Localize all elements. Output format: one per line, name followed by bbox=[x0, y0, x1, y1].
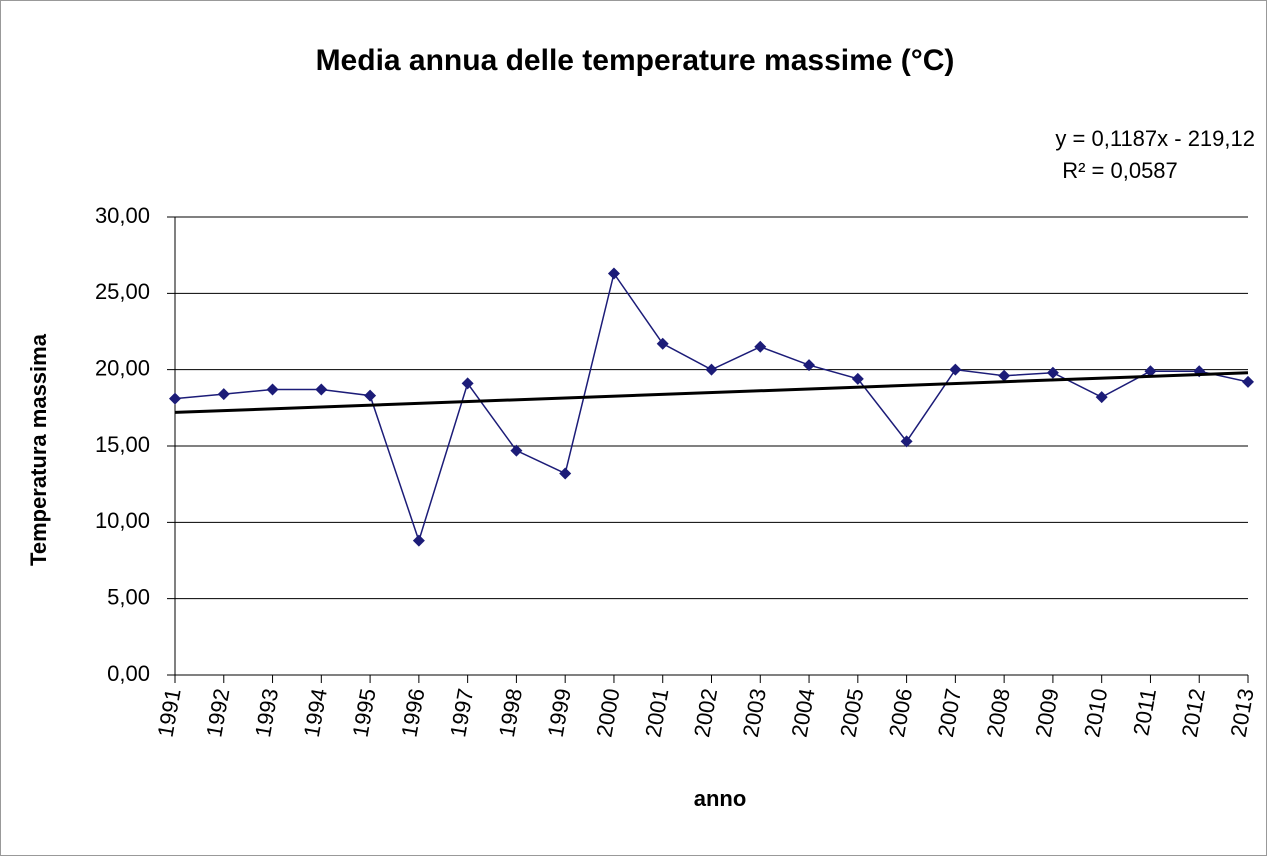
y-tick-label: 10,00 bbox=[95, 508, 150, 533]
trendline bbox=[174, 371, 1249, 414]
data-point bbox=[656, 337, 669, 350]
y-tick-label: 5,00 bbox=[107, 584, 150, 609]
data-point bbox=[412, 534, 425, 547]
data-point bbox=[1144, 365, 1157, 378]
x-axis-label: anno bbox=[694, 786, 747, 811]
data-point bbox=[510, 444, 523, 457]
y-tick-label: 0,00 bbox=[107, 661, 150, 686]
y-axis-label: Temperatura massima bbox=[26, 333, 51, 566]
trend-equation: y = 0,1187x - 219,12 bbox=[1055, 126, 1255, 151]
data-point bbox=[705, 363, 718, 376]
y-tick-label: 25,00 bbox=[95, 279, 150, 304]
data-point bbox=[1095, 391, 1108, 404]
data-point bbox=[364, 389, 377, 402]
data-point bbox=[1242, 375, 1254, 388]
data-point bbox=[217, 388, 230, 401]
y-tick-label: 30,00 bbox=[95, 203, 150, 228]
data-point bbox=[803, 359, 816, 372]
data-point bbox=[851, 372, 864, 385]
data-point bbox=[949, 363, 962, 376]
data-point bbox=[754, 340, 767, 353]
y-tick-label: 20,00 bbox=[95, 355, 150, 380]
y-tick-label: 15,00 bbox=[95, 432, 150, 457]
chart-title: Media annua delle temperature massime (°… bbox=[316, 44, 955, 77]
data-point bbox=[900, 435, 913, 448]
trend-r2: R² = 0,0587 bbox=[1062, 158, 1178, 183]
data-point bbox=[559, 467, 572, 480]
data-point bbox=[998, 369, 1011, 382]
data-point bbox=[266, 383, 279, 396]
data-point bbox=[315, 383, 328, 396]
data-point bbox=[607, 267, 620, 280]
data-point bbox=[461, 377, 474, 390]
data-point bbox=[169, 392, 181, 405]
data-point bbox=[1046, 366, 1059, 379]
